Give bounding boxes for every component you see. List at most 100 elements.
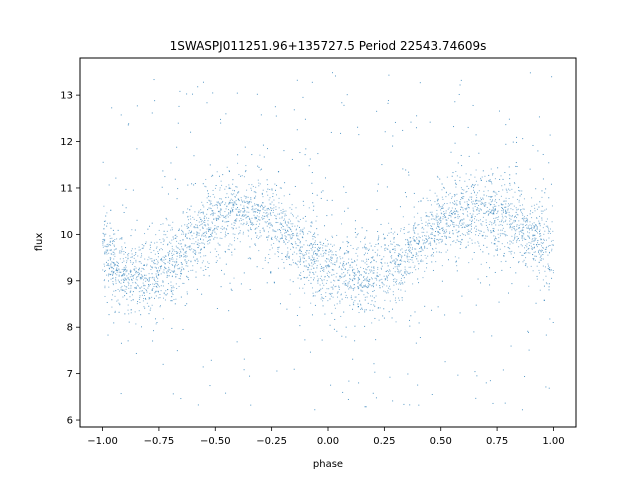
data-point bbox=[345, 326, 347, 328]
data-point bbox=[269, 224, 271, 226]
data-point bbox=[171, 275, 173, 277]
data-point bbox=[368, 249, 370, 251]
data-point bbox=[540, 242, 542, 244]
data-point bbox=[219, 189, 221, 191]
data-point bbox=[330, 262, 332, 264]
data-point bbox=[163, 239, 165, 241]
data-point bbox=[501, 221, 502, 223]
data-point bbox=[228, 213, 230, 215]
data-point bbox=[163, 240, 165, 242]
data-point bbox=[486, 226, 488, 228]
data-point bbox=[407, 253, 409, 255]
data-point bbox=[109, 240, 111, 242]
data-point bbox=[202, 227, 204, 229]
data-point bbox=[206, 228, 208, 230]
data-point bbox=[171, 287, 173, 289]
data-point bbox=[182, 239, 184, 241]
data-point bbox=[289, 227, 291, 229]
data-point bbox=[518, 201, 520, 203]
data-point bbox=[195, 237, 197, 238]
data-point bbox=[540, 210, 542, 212]
data-point bbox=[176, 255, 178, 257]
data-point bbox=[371, 261, 373, 263]
data-point bbox=[363, 245, 365, 247]
data-point bbox=[343, 311, 345, 313]
data-point bbox=[357, 281, 359, 283]
data-point bbox=[535, 302, 537, 304]
data-point bbox=[328, 276, 330, 278]
data-point bbox=[223, 227, 225, 229]
data-point bbox=[494, 240, 496, 242]
data-point bbox=[431, 248, 433, 250]
data-point bbox=[198, 245, 200, 247]
data-point bbox=[130, 261, 132, 263]
data-point bbox=[277, 267, 279, 269]
data-point bbox=[163, 261, 165, 263]
data-point bbox=[340, 293, 342, 295]
data-point bbox=[128, 252, 130, 254]
data-point bbox=[528, 247, 530, 249]
x-axis-ticks: −1.00 −0.75 −0.50 −0.25 0.00 0.25 0.50 0.75 1.00 bbox=[87, 427, 565, 447]
data-point bbox=[231, 194, 233, 196]
data-point bbox=[208, 228, 210, 230]
data-point bbox=[470, 174, 472, 176]
data-point bbox=[459, 312, 461, 314]
data-point bbox=[178, 285, 180, 287]
data-point bbox=[429, 200, 431, 202]
data-point bbox=[266, 209, 268, 211]
data-point bbox=[475, 134, 477, 136]
data-point bbox=[382, 315, 384, 317]
data-point bbox=[141, 274, 143, 276]
data-point bbox=[308, 257, 310, 259]
data-point bbox=[266, 221, 268, 223]
data-point bbox=[548, 230, 550, 232]
data-point bbox=[151, 296, 153, 298]
data-point bbox=[531, 239, 533, 241]
data-point bbox=[386, 275, 388, 277]
data-point bbox=[504, 221, 506, 223]
data-point bbox=[367, 266, 369, 268]
data-point bbox=[129, 269, 131, 271]
data-point bbox=[157, 260, 159, 262]
x-tick-label: 0.50 bbox=[430, 436, 452, 447]
data-point bbox=[262, 227, 264, 229]
x-tick-label: 0.25 bbox=[373, 436, 395, 447]
data-point bbox=[340, 275, 342, 277]
data-point bbox=[277, 229, 279, 231]
data-point bbox=[186, 227, 188, 229]
data-point bbox=[230, 198, 232, 200]
data-point bbox=[518, 199, 520, 201]
data-point bbox=[524, 247, 526, 249]
data-point bbox=[374, 371, 376, 373]
data-point bbox=[339, 277, 341, 279]
data-point bbox=[412, 283, 414, 285]
data-point bbox=[412, 256, 414, 258]
data-point bbox=[455, 202, 457, 204]
data-point bbox=[484, 202, 486, 204]
data-point bbox=[377, 238, 379, 240]
data-point bbox=[296, 244, 298, 246]
data-point bbox=[332, 269, 334, 271]
data-point bbox=[457, 374, 459, 376]
data-point bbox=[333, 269, 335, 271]
data-point bbox=[342, 241, 344, 243]
data-point bbox=[274, 214, 276, 216]
data-point bbox=[417, 212, 419, 214]
data-point bbox=[175, 273, 177, 275]
data-point bbox=[301, 246, 303, 248]
data-point bbox=[143, 279, 145, 281]
data-point bbox=[508, 214, 510, 216]
data-point bbox=[449, 237, 451, 238]
data-point bbox=[207, 190, 209, 192]
data-point bbox=[290, 238, 292, 240]
data-point bbox=[202, 211, 204, 213]
data-point bbox=[447, 249, 449, 251]
data-point bbox=[522, 224, 524, 226]
data-point bbox=[545, 208, 547, 210]
data-point bbox=[339, 249, 341, 251]
data-point bbox=[314, 232, 316, 234]
data-point bbox=[494, 205, 496, 207]
data-point bbox=[533, 226, 535, 228]
data-point bbox=[428, 219, 430, 221]
data-point bbox=[441, 183, 443, 185]
